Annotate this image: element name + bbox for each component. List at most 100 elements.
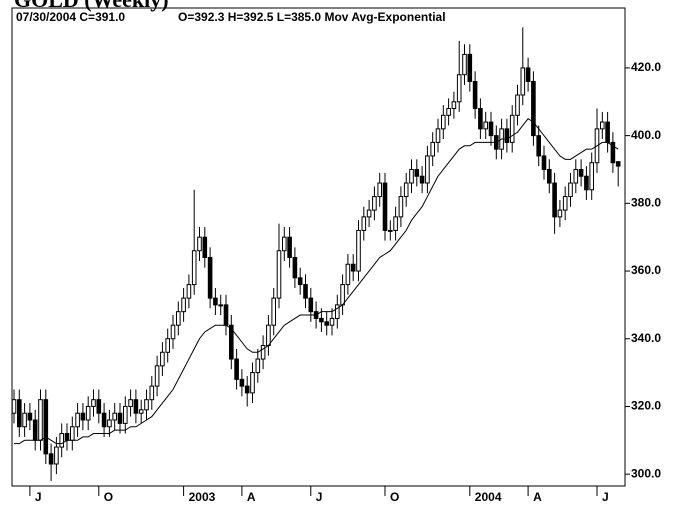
candle-body: [478, 108, 483, 130]
candle-body: [425, 155, 430, 184]
candle-body: [170, 324, 176, 340]
candle-body: [335, 304, 340, 319]
x-tick-label: A: [247, 490, 256, 504]
candle-body: [615, 161, 621, 167]
candle-body: [578, 168, 584, 177]
candle-body: [133, 399, 139, 414]
candle-body: [282, 236, 287, 252]
candle-body: [472, 80, 478, 110]
candle-body: [59, 433, 65, 448]
candle-body: [223, 304, 229, 326]
candle-body: [531, 80, 536, 137]
candle-body: [589, 162, 595, 191]
candle-body: [435, 128, 441, 143]
candle-body: [303, 284, 308, 299]
x-tick-label: J: [35, 490, 42, 504]
candle-body: [165, 338, 170, 353]
candle-body: [324, 321, 329, 326]
candle-body: [541, 155, 547, 170]
y-tick-label: 380.0: [631, 196, 661, 210]
x-tick-label: O: [390, 490, 399, 504]
candle-body: [525, 67, 531, 82]
candle-body: [85, 405, 91, 421]
header-right: O=392.3 H=392.5 L=385.0 Mov Avg-Exponent…: [178, 10, 446, 24]
candle-body: [43, 399, 49, 455]
candle-body: [260, 345, 266, 360]
header-left: 07/30/2004 C=391.0: [16, 10, 125, 24]
candle-body: [149, 385, 155, 401]
candle-body: [287, 236, 292, 258]
candle-body: [388, 229, 393, 232]
candle-body: [600, 121, 605, 130]
candle-body: [297, 277, 303, 286]
candle-body: [234, 358, 239, 380]
candle-body: [266, 324, 271, 347]
x-tick-label: O: [104, 490, 113, 504]
candle-body: [398, 196, 404, 218]
candle-body: [186, 284, 192, 299]
candle-body: [250, 372, 255, 394]
candle-body: [48, 453, 54, 465]
candle-body: [229, 324, 234, 360]
candle-body: [319, 317, 324, 323]
candle-body: [64, 433, 70, 441]
candle-body: [377, 182, 382, 198]
candle-body: [17, 399, 22, 428]
candle-body: [117, 412, 123, 424]
y-tick-label: 400.0: [631, 128, 661, 142]
y-tick-label: 360.0: [631, 263, 661, 277]
candle-body: [276, 250, 282, 299]
candle-body: [356, 229, 361, 272]
candle-body: [218, 304, 223, 307]
candle-body: [504, 128, 510, 143]
candle-body: [547, 168, 552, 184]
candle-body: [107, 419, 112, 428]
candle-body: [536, 135, 542, 157]
candle-body: [54, 446, 59, 465]
candle-body: [91, 399, 96, 407]
candle-body: [605, 121, 610, 143]
candle-body: [520, 67, 526, 96]
candle-body: [340, 284, 345, 306]
candle-body: [255, 358, 261, 374]
candle-body: [80, 412, 86, 421]
candle-body: [414, 168, 420, 177]
candle-body: [207, 256, 213, 299]
candle-body: [382, 182, 388, 231]
candle-body: [467, 53, 473, 82]
y-tick-label: 320.0: [631, 399, 661, 413]
candle-body: [329, 317, 335, 326]
candle-body: [361, 216, 367, 231]
candle-body: [350, 263, 356, 272]
candle-body: [430, 141, 435, 157]
candle-body: [562, 196, 568, 211]
candle-body: [128, 399, 133, 407]
y-tick-label: 420.0: [631, 60, 661, 74]
candle-body: [557, 209, 563, 218]
candle-body: [181, 297, 186, 313]
candle-body: [112, 412, 118, 421]
x-tick-label: J: [602, 490, 609, 504]
candle-body: [552, 182, 557, 218]
candle-body: [419, 175, 425, 184]
candle-body: [27, 412, 33, 421]
y-tick-label: 300.0: [631, 466, 661, 480]
x-tick-label: J: [316, 490, 323, 504]
candle-body: [123, 405, 128, 424]
candle-body: [191, 250, 197, 286]
candle-body: [271, 297, 276, 326]
candle-body: [451, 101, 457, 110]
candle-body: [197, 236, 202, 252]
candle-body: [515, 94, 520, 116]
candle-body: [573, 168, 579, 184]
candle-body: [366, 209, 372, 218]
candle-body: [101, 412, 107, 428]
moving-average-line: [14, 118, 619, 445]
candle-body: [38, 399, 43, 441]
candle-body: [308, 297, 314, 313]
candle-body: [403, 182, 409, 198]
candle-body: [154, 365, 160, 387]
candle-body: [144, 399, 149, 411]
